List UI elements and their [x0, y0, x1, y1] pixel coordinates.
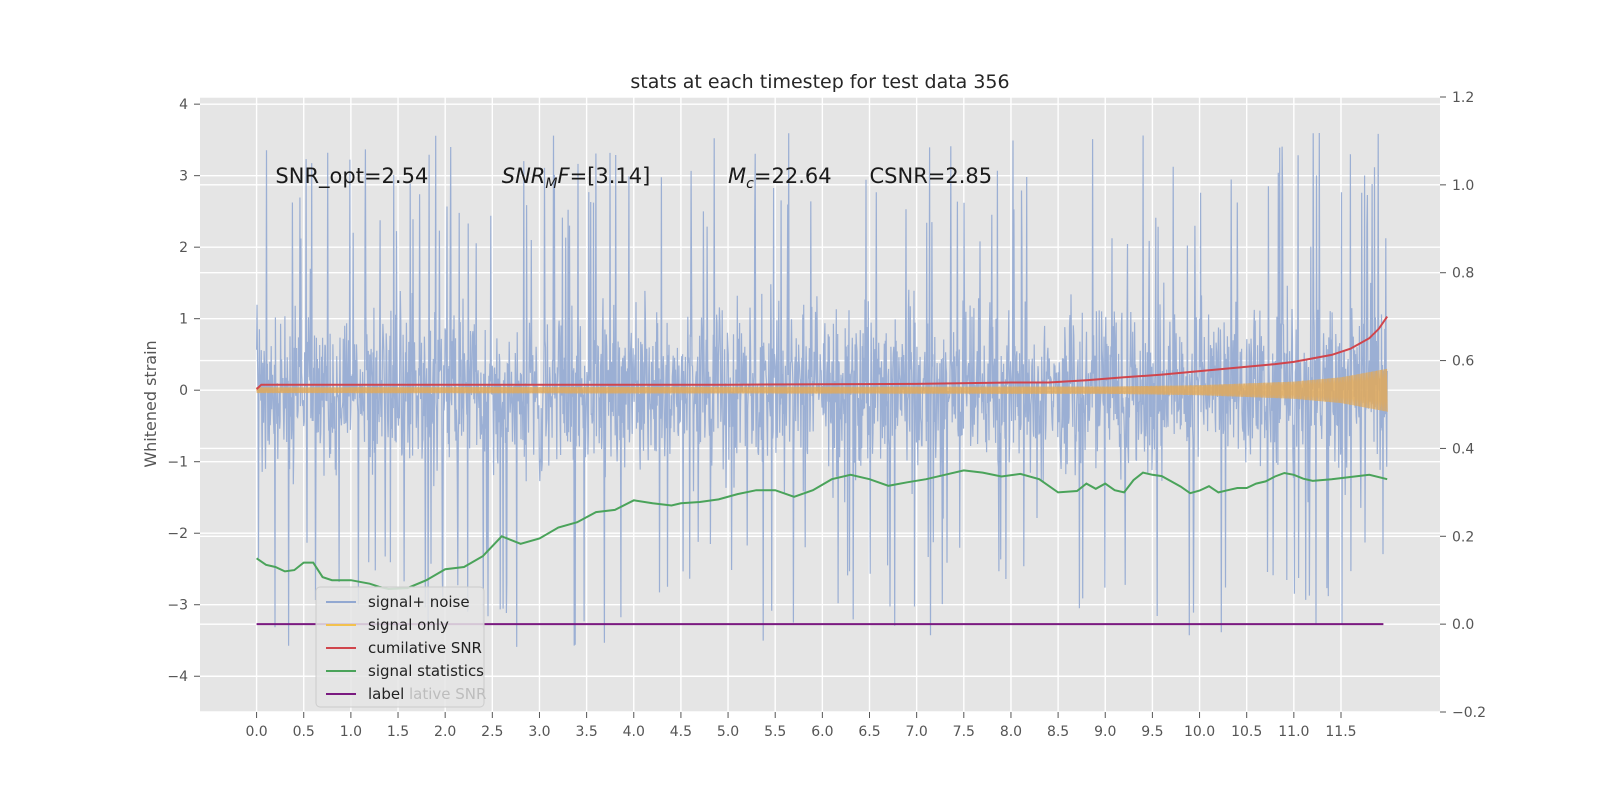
y-tick-label: −2	[167, 526, 188, 542]
series-signal-only	[256, 368, 1388, 412]
y-tick-label: 4	[179, 97, 188, 113]
grid	[200, 96, 1440, 713]
x-tick-label: 9.0	[1094, 724, 1116, 740]
annotation-value: =[3.14]	[570, 164, 651, 188]
x-tick-label: 10.5	[1231, 724, 1262, 740]
y2-tick-label: 0.0	[1452, 617, 1474, 633]
series-cumulative-snr	[255, 316, 1389, 390]
annotation-text: SNR_opt=2.54	[275, 164, 428, 189]
x-tick-label: 2.5	[481, 724, 503, 740]
annotation-after: =22.64	[754, 164, 832, 188]
x-tick-label: 6.5	[858, 724, 880, 740]
legend-label: signal+ noise	[368, 593, 470, 611]
series-signal-noise	[256, 132, 1388, 647]
y2-tick-label: 1.2	[1452, 90, 1474, 106]
x-tick-label: 9.5	[1141, 724, 1163, 740]
y-tick-label: 2	[179, 240, 188, 256]
x-tick-label: 4.5	[670, 724, 692, 740]
y-tick-label: 3	[179, 169, 188, 185]
y-tick-label: −3	[167, 598, 188, 614]
y2-tick-label: −0.2	[1452, 705, 1486, 721]
x-tick-label: 11.0	[1278, 724, 1309, 740]
axes: 0.0 0.5 1.0 1.5 2.0 2.5 3.0 3.5 4.0 4.5 5.0 5.5 6.0 6…	[167, 90, 1486, 740]
annotation-main: M	[728, 164, 746, 188]
annotation-main: SNR	[502, 164, 546, 188]
x-tick-label: 6.0	[811, 724, 833, 740]
x-tick-label: 5.5	[764, 724, 786, 740]
legend-box	[315, 586, 485, 708]
annotation-subscript: c	[746, 176, 754, 192]
annotations: SNR_opt=2.54 SNRMF=[3.14] Mc=22.64 CSNR=2.8…	[275, 164, 992, 192]
chart-title: stats at each timestep for test data 356	[630, 71, 1009, 93]
x-tick-label: 3.5	[575, 724, 597, 740]
legend-overlap-text: lative SNR	[409, 685, 486, 703]
x-tick-label: 5.0	[717, 724, 739, 740]
x-tick-label: 11.5	[1325, 724, 1356, 740]
y2-tick-label: 0.2	[1452, 529, 1474, 545]
annotation-text: SNRMF=[3.14]	[502, 164, 651, 192]
y2-tick-label: 0.8	[1452, 266, 1474, 282]
x-tick-label: 1.5	[387, 724, 409, 740]
y-tick-label: −4	[167, 669, 188, 685]
legend-label: signal statistics	[368, 662, 484, 680]
x-tick-label: 7.0	[906, 724, 928, 740]
annotation-text: Mc=22.64	[728, 164, 832, 192]
annotation-text: CSNR=2.85	[870, 164, 993, 188]
y-axis-label: Whitened strain	[141, 340, 160, 467]
y2-tick-label: 0.6	[1452, 354, 1474, 370]
legend-label: signal only	[368, 616, 449, 634]
x-tick-label: 1.0	[340, 724, 362, 740]
y-tick-label: 1	[179, 312, 188, 328]
x-tick-label: 8.0	[1000, 724, 1022, 740]
annotation-subscript: M	[545, 176, 557, 192]
y2-tick-label: 0.4	[1452, 441, 1474, 457]
x-tick-label: 10.0	[1184, 724, 1215, 740]
y2-tick-label: 1.0	[1452, 178, 1474, 194]
legend-label: label	[368, 685, 404, 703]
x-tick-label: 0.0	[245, 724, 267, 740]
x-tick-label: 3.0	[528, 724, 550, 740]
legend: signal+ noise signal only cumilative SNR si…	[315, 586, 486, 708]
x-tick-label: 4.0	[623, 724, 645, 740]
x-tick-label: 7.5	[953, 724, 975, 740]
x-tick-label: 2.0	[434, 724, 456, 740]
annotation-after: F	[557, 164, 570, 188]
y-tick-label: −1	[167, 455, 188, 471]
y-tick-label: 0	[179, 383, 188, 399]
legend-label: cumilative SNR	[368, 639, 482, 657]
x-tick-label: 0.5	[293, 724, 315, 740]
x-tick-label: 8.5	[1047, 724, 1069, 740]
